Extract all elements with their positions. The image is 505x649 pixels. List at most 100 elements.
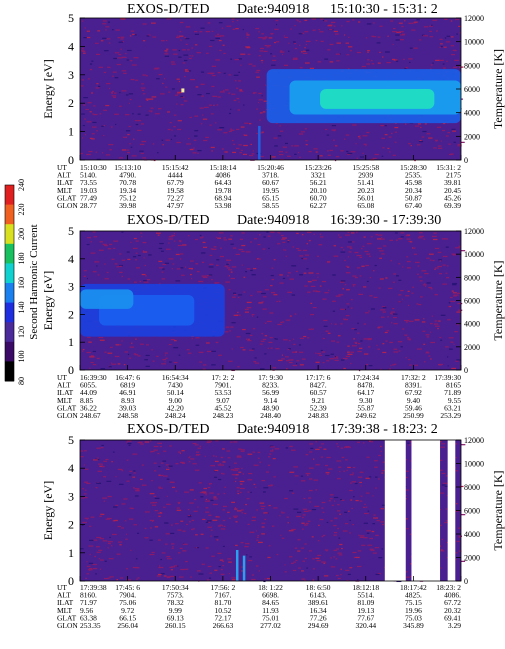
noise-speck [148,254,152,256]
noise-speck [206,441,211,444]
noise-speck [339,470,341,473]
heat-spike [235,549,239,581]
noise-speck [85,577,88,580]
noise-speck [407,290,410,293]
noise-speck [173,135,177,137]
noise-speck [118,264,123,267]
noise-speck [112,71,117,73]
noise-speck [394,122,398,125]
noise-speck [326,473,329,475]
noise-speck [365,264,369,267]
noise-speck [356,231,358,233]
noise-speck [456,324,459,326]
noise-speck [98,558,101,560]
noise-speck [260,340,265,342]
noise-speck [350,482,352,484]
table-cell: 9.14 [264,396,277,405]
noise-speck [445,41,451,43]
noise-speck [244,546,249,548]
noise-speck [404,476,408,479]
noise-speck [218,354,222,356]
noise-speck [187,49,190,51]
noise-speck [387,147,390,150]
noise-speck [103,460,107,462]
noise-speck [381,155,384,157]
noise-speck [228,238,233,240]
noise-speck [439,59,444,61]
noise-speck [233,314,239,316]
noise-speck [282,53,284,56]
panel-date: Date:940918 [237,2,309,17]
noise-speck [440,550,445,552]
noise-speck [180,39,182,41]
noise-speck [162,82,164,85]
noise-speck [294,145,299,147]
noise-speck [336,443,338,445]
noise-speck [336,341,340,343]
noise-speck [208,45,213,47]
noise-speck [105,458,109,461]
table-cell: 67.72 [444,598,461,607]
noise-speck [158,565,161,567]
noise-speck [109,346,113,348]
noise-speck [287,240,290,242]
panel-date: Date:940918 [237,422,309,437]
noise-speck [245,251,251,253]
table-cell: 62.27 [310,201,327,210]
noise-speck [229,330,232,332]
noise-speck [98,66,103,68]
noise-speck [135,338,137,340]
noise-speck [282,146,287,148]
noise-speck [320,18,324,20]
noise-speck [84,481,88,483]
noise-speck [184,266,187,268]
noise-speck [445,346,449,348]
table-cell: 6698. [262,591,279,600]
noise-speck [444,238,449,240]
noise-speck [228,74,232,76]
noise-speck [197,149,202,152]
noise-speck [160,462,164,464]
noise-speck [406,576,410,578]
noise-speck [179,253,184,255]
table-cell: 4086 [215,171,230,180]
noise-speck [447,365,449,367]
noise-speck [164,55,170,57]
noise-speck [333,30,338,33]
noise-speck [393,348,398,350]
noise-speck [407,304,410,307]
noise-speck [152,36,157,38]
noise-speck [163,506,166,508]
noise-speck [351,481,357,483]
noise-speck [89,111,92,113]
noise-speck [108,144,114,146]
noise-speck [124,520,127,522]
noise-speck [158,474,161,476]
table-cell: 53.53 [214,388,231,397]
noise-speck [258,99,263,101]
noise-speck [260,155,264,158]
noise-speck [418,235,424,237]
noise-speck [299,44,301,46]
noise-speck [154,526,159,528]
noise-speck [211,85,215,88]
noise-speck [375,234,379,236]
noise-speck [259,461,262,463]
noise-speck [458,536,461,538]
noise-speck [244,512,247,515]
noise-speck [408,58,413,60]
noise-speck [258,55,261,57]
noise-speck [344,284,347,286]
noise-speck [196,570,201,572]
noise-speck [197,506,199,508]
noise-speck [161,271,164,273]
noise-speck [224,89,229,91]
noise-speck [385,340,388,342]
table-cell: 51.41 [357,178,374,187]
noise-speck [421,270,427,272]
noise-speck [81,497,85,499]
noise-speck [358,293,364,296]
noise-speck [168,361,172,363]
y2-tick-label: 2000 [464,132,480,141]
noise-speck [296,232,299,235]
